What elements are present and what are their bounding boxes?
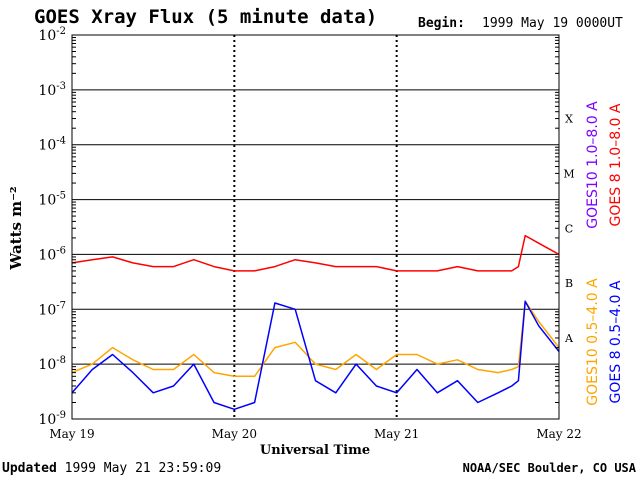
legend-label: GOES 8 0.5–4.0 A — [608, 280, 624, 403]
y-tick-label: 10-9 — [38, 410, 66, 428]
grid-layer — [72, 35, 559, 419]
x-axis-label: Universal Time — [260, 443, 370, 458]
legend: GOES10 1.0–8.0 A GOES 8 1.0–8.0 A GOES10 0… — [585, 101, 624, 406]
y-tick-label: 10-6 — [38, 245, 66, 263]
flare-class-label: X — [565, 113, 573, 126]
plot-frame — [71, 34, 560, 420]
flare-class-label: M — [563, 167, 574, 180]
flare-class-label: B — [565, 277, 573, 290]
y-tick-label: 10-4 — [38, 136, 66, 154]
series-line — [71, 300, 560, 378]
y-ticks: 10-2 10-3 10-4 10-5 10-6 10-7 10-8 10-9 — [38, 26, 559, 428]
series-line — [71, 300, 560, 411]
begin-value: 1999 May 19 0000UT — [482, 16, 623, 31]
flare-class-label: C — [565, 222, 573, 235]
x-ticks: May 19 May 20 May 21 May 22 — [49, 427, 581, 441]
y-tick-label: 10-2 — [38, 26, 66, 44]
x-tick-label: May 20 — [212, 427, 257, 441]
x-tick-label: May 19 — [49, 427, 94, 441]
y-tick-label: 10-8 — [38, 355, 66, 373]
y-axis-label: Watts m⁻² — [7, 186, 25, 270]
series-layer — [71, 234, 560, 411]
y-tick-label: 10-7 — [38, 300, 66, 318]
y-tick-label: 10-3 — [38, 81, 66, 99]
x-tick-label: May 21 — [374, 427, 419, 441]
legend-label: GOES 8 1.0–8.0 A — [608, 103, 624, 226]
updated-label: Updated — [2, 461, 57, 476]
begin-label: Begin: — [418, 16, 465, 31]
page-title: GOES Xray Flux (5 minute data) — [34, 6, 378, 28]
x-tick-label: May 22 — [536, 427, 581, 441]
flare-class-label: A — [564, 332, 574, 345]
y-tick-label: 10-5 — [38, 191, 66, 209]
updated-value: 1999 May 21 23:59:09 — [64, 461, 222, 476]
flare-class-labels: X M C B A — [563, 113, 574, 345]
legend-label: GOES10 1.0–8.0 A — [585, 101, 601, 229]
credit: NOAA/SEC Boulder, CO USA — [462, 461, 636, 475]
legend-label: GOES10 0.5–4.0 A — [585, 278, 601, 406]
series-line — [71, 234, 560, 272]
updated-line: Updated 1999 May 21 23:59:09 — [2, 461, 221, 476]
